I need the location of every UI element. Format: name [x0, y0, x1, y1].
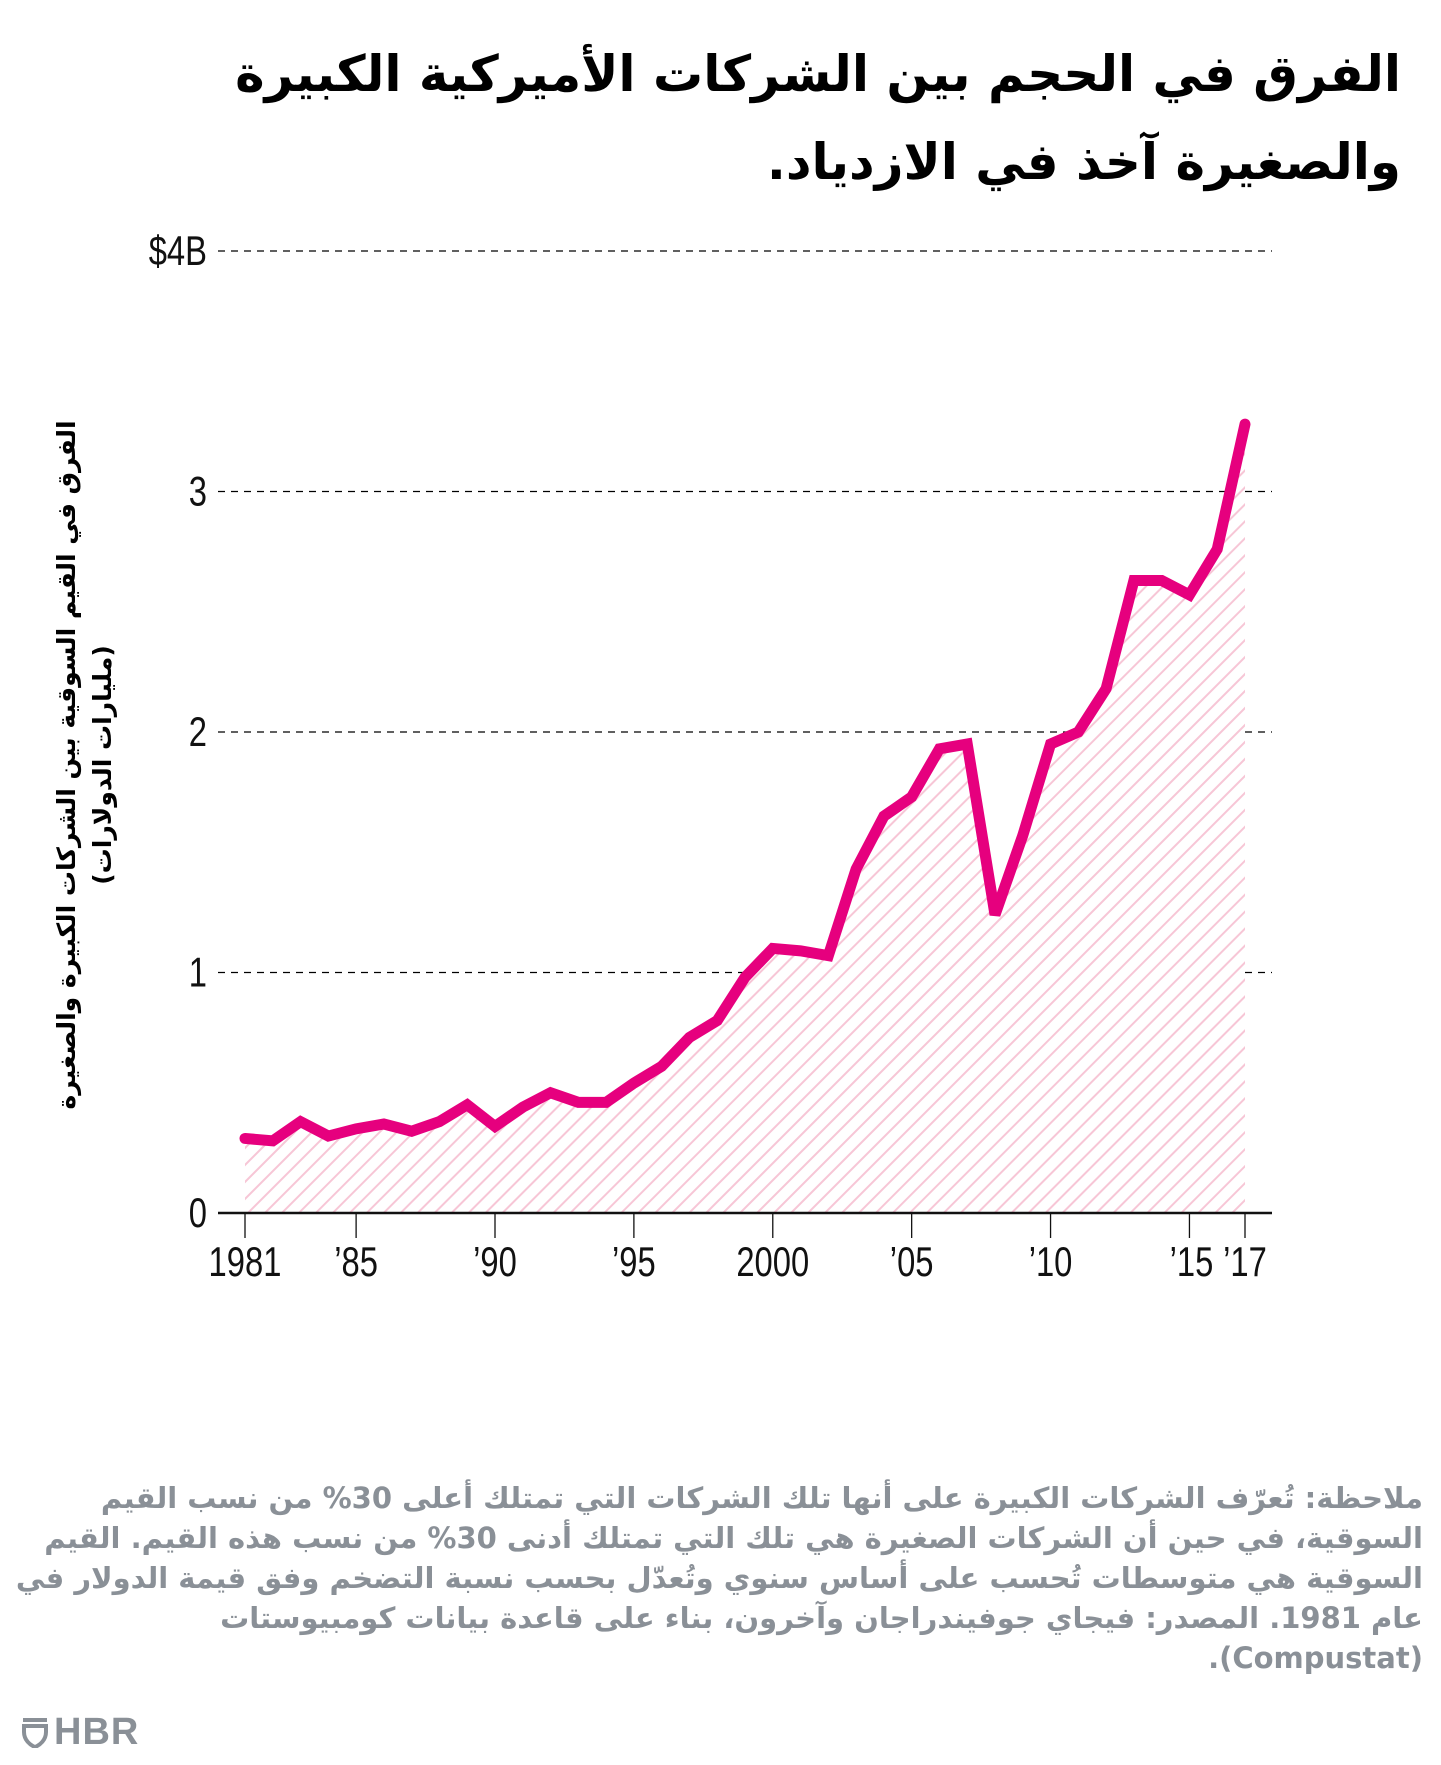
x-tick-label: ’05 [890, 1238, 934, 1285]
series-line [239, 418, 1251, 1147]
x-tick-label: ’95 [612, 1238, 656, 1285]
footnote: ملاحظة: تُعرّف الشركات الكبيرة على أنها … [15, 1481, 1423, 1675]
x-tick-label: ’17 [1223, 1238, 1267, 1285]
area-fill [245, 424, 1245, 1213]
hbr-logo: HBR [22, 1710, 140, 1753]
chart-title: الفرق في الحجم بين الشركات الأميركية الك… [235, 45, 1401, 191]
y-tick-label: $4B [149, 227, 207, 274]
x-tick-label: ’10 [1029, 1238, 1073, 1285]
x-tick-label: 1981 [209, 1238, 282, 1285]
x-tick-label: 2000 [736, 1238, 809, 1285]
y-tick-label: 3 [189, 468, 207, 515]
y-tick-label: 2 [189, 708, 207, 755]
x-tick-label: ’85 [334, 1238, 378, 1285]
brand-name: HBR [54, 1710, 140, 1753]
hbr-shield-icon [22, 1718, 48, 1748]
line-area-chart: 0 1 2 3 $4B 1981 ’85 ’90 ’95 2000 ’05 ’10 ’15’17 [149, 227, 1272, 1285]
x-tick-label: ’90 [473, 1238, 517, 1285]
y-tick-label: 1 [189, 949, 207, 996]
x-tick-label: ’15 [1170, 1238, 1214, 1285]
y-tick-labels: 0 1 2 3 $4B [149, 227, 207, 1236]
x-tick-labels: 1981 ’85 ’90 ’95 2000 ’05 ’10 ’15’17 [209, 1238, 1267, 1285]
y-tick-label: 0 [189, 1189, 207, 1236]
area-fill-path [245, 424, 1245, 1213]
x-axis [218, 1211, 1272, 1238]
